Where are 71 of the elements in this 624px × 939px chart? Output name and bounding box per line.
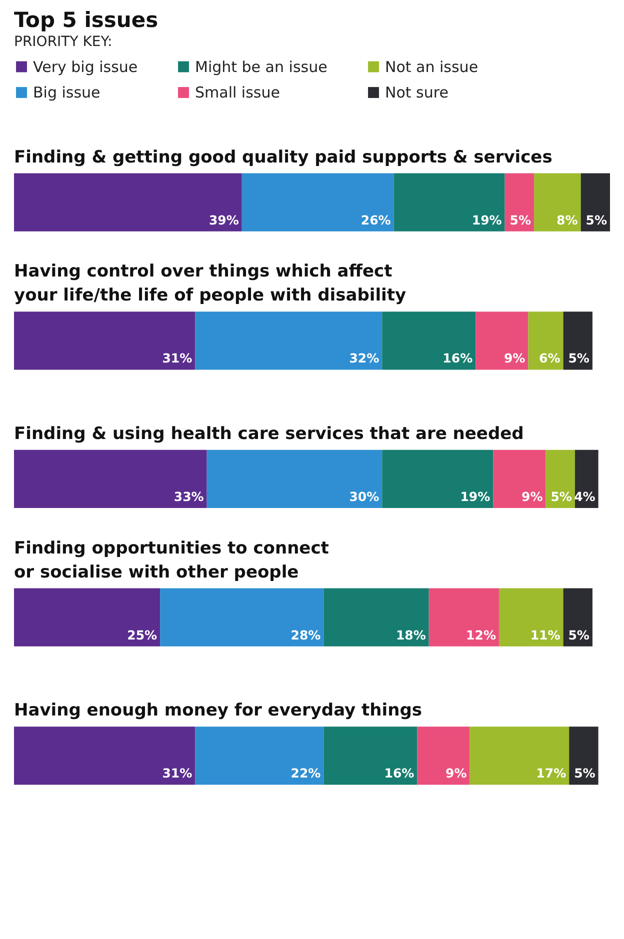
bar [14,173,242,232]
bar [493,450,546,508]
bar [382,312,476,370]
bar [534,173,581,232]
data-label: 19% [472,212,502,228]
bar [580,173,610,232]
data-label: 33% [174,489,204,504]
bar [14,726,196,785]
data-label: 9% [504,350,526,366]
bar [160,588,324,646]
bar [382,450,494,508]
data-label: 32% [349,350,380,366]
data-label: 16% [442,350,474,366]
bar [242,173,394,232]
data-label: 28% [290,627,322,642]
data-label: 19% [460,489,491,504]
data-label: 22% [290,766,322,781]
data-label: 9% [446,766,468,781]
bar [428,588,499,646]
bar [563,588,592,646]
y-tick-label: Finding & getting good quality paid supports & services [14,147,552,168]
data-label: 5% [568,350,590,366]
bar [563,312,592,370]
bar [417,726,470,785]
legend-label: Small issue [195,84,280,102]
legend-label: Not an issue [385,58,478,76]
data-label: 16% [384,766,415,781]
bar [206,450,382,508]
bar [498,588,564,646]
data-label: 39% [208,212,240,228]
legend-label: Not sure [385,84,448,102]
bar [528,312,564,370]
data-label: 5% [550,489,572,504]
data-label: 31% [162,350,193,366]
data-label: 25% [127,627,158,642]
legend-title: PRIORITY KEY: [14,34,112,50]
data-label: 5% [568,627,590,642]
data-label: 5% [574,766,596,781]
y-tick-label: Finding opportunities to connect or socialise with other people [14,538,329,582]
data-label: 8% [556,212,578,228]
data-label: 26% [360,212,392,228]
data-label: 17% [536,766,567,781]
bar [504,173,534,232]
data-label: 30% [349,489,380,504]
data-label: 12% [466,627,496,642]
data-label: 31% [162,766,193,781]
data-label: 9% [521,489,544,504]
data-label: 11% [530,627,561,642]
y-tick-label: Having enough money for everyday things [14,700,422,721]
data-label: 18% [396,627,426,642]
bar [14,450,207,508]
bar [324,588,429,646]
legend-label: Big issue [33,84,100,102]
bar [569,726,598,785]
legend-label: Very big issue [33,58,138,76]
bar [195,726,324,785]
bar [324,726,418,785]
chart-title: Top 5 issues [14,8,158,32]
bar [14,588,160,646]
data-label: 5% [510,212,532,228]
data-label: 6% [539,350,561,366]
bar [14,312,196,370]
data-label: 5% [586,212,608,228]
bar [476,312,528,370]
legend-label: Might be an issue [195,58,328,76]
bar [394,173,505,232]
bar [546,450,575,508]
bar [470,726,570,785]
y-tick-label: Finding & using health care services that are needed [14,424,524,444]
bar [195,312,382,370]
y-tick-label: Having control over things which affect your life/the life of people with disability [14,262,406,306]
